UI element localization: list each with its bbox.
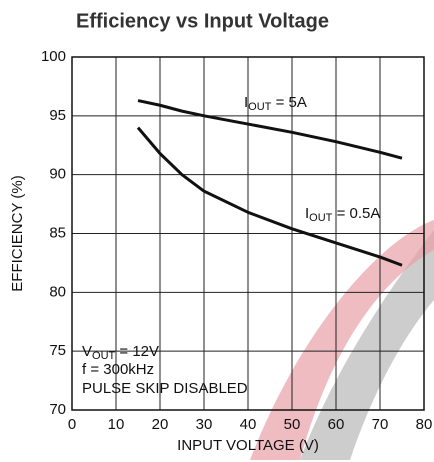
annotation-text: = 12V	[115, 343, 159, 360]
annotation-text: I	[305, 205, 309, 222]
annotation: PULSE SKIP DISABLED	[82, 380, 248, 397]
annotation: VOUT = 12V	[82, 343, 159, 362]
data-line	[137, 99, 403, 160]
watermark	[250, 220, 434, 460]
chart-title: Efficiency vs Input Voltage	[76, 10, 329, 32]
y-tick-label: 85	[49, 224, 66, 241]
annotation-text: I	[244, 94, 248, 111]
x-tick-label: 20	[152, 416, 169, 433]
annotation-text: = 0.5A	[332, 205, 380, 222]
x-axis-label: INPUT VOLTAGE (V)	[177, 437, 319, 454]
y-tick-label: 100	[41, 48, 66, 65]
annotation-subscript: OUT	[248, 101, 272, 113]
watermark	[300, 230, 434, 460]
x-tick-label: 10	[108, 416, 125, 433]
y-tick-label: 95	[49, 107, 66, 124]
annotation-subscript: OUT	[92, 350, 116, 362]
annotation-text: f = 300kHz	[82, 361, 154, 378]
y-tick-label: 70	[49, 401, 66, 418]
x-tick-label: 30	[196, 416, 213, 433]
annotation: IOUT = 0.5A	[305, 205, 380, 224]
x-tick-label: 70	[372, 416, 389, 433]
annotation: IOUT = 5A	[244, 94, 307, 113]
x-tick-label: 50	[284, 416, 301, 433]
plot-border	[71, 56, 425, 411]
annotation-text: = 5A	[271, 94, 306, 111]
x-tick-label: 60	[328, 416, 345, 433]
annotation-text: V	[82, 343, 92, 360]
annotation-text: PULSE SKIP DISABLED	[82, 380, 248, 397]
y-tick-label: 75	[49, 342, 66, 359]
y-tick-label: 90	[49, 166, 66, 183]
x-tick-label: 0	[68, 416, 76, 433]
data-line	[136, 126, 403, 267]
annotation: f = 300kHz	[82, 361, 154, 378]
y-axis-label: EFFICIENCY (%)	[9, 175, 26, 291]
x-tick-label: 40	[240, 416, 257, 433]
x-tick-label: 80	[416, 416, 433, 433]
annotation-subscript: OUT	[309, 212, 333, 224]
y-tick-label: 80	[49, 283, 66, 300]
